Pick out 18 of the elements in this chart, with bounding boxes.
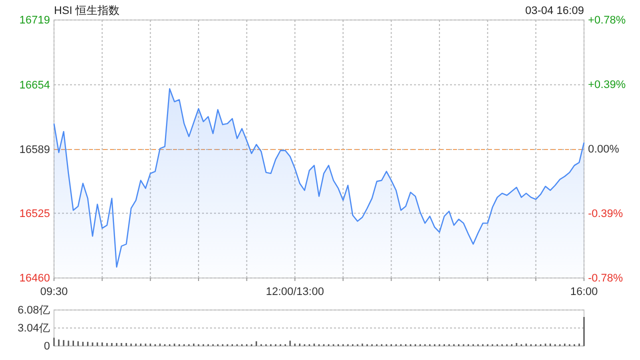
y2-tick-label: -0.39%: [588, 208, 624, 220]
y-tick-label: 0: [44, 340, 50, 353]
y-tick-label: 6.08亿: [18, 304, 50, 317]
y-tick-label: 16654: [19, 79, 50, 92]
x-tick-label: 12:00/13:00: [266, 286, 324, 298]
y-tick-label: 16589: [19, 144, 50, 156]
x-tick-label: 16:00: [570, 286, 598, 298]
y-tick-label: 16525: [19, 208, 50, 220]
y-tick-label: 3.04亿: [18, 322, 50, 335]
y-tick-label: 16719: [19, 14, 50, 27]
y2-tick-label: +0.39%: [588, 79, 626, 92]
y2-tick-label: +0.78%: [588, 14, 626, 27]
y-tick-label: 16460: [19, 272, 50, 285]
text: 03-04 16:09: [525, 5, 584, 17]
x-tick-label: 09:30: [40, 286, 68, 298]
y2-tick-label: -0.78%: [588, 272, 624, 285]
chart-title: HSI 恒生指数: [54, 4, 120, 17]
y2-tick-label: 0.00%: [588, 144, 620, 156]
